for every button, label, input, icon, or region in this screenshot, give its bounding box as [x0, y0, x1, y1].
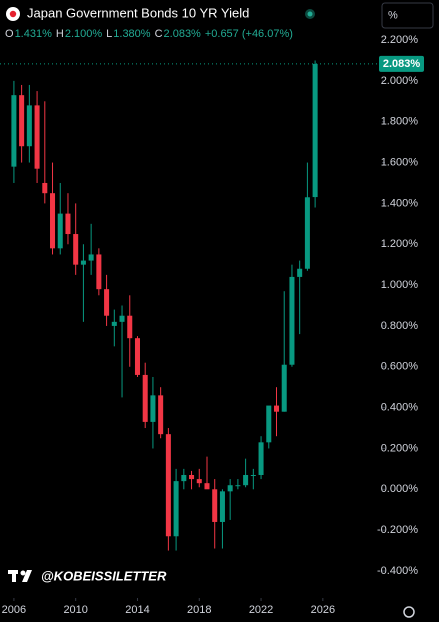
candle-body [57, 213, 63, 249]
candle-body [173, 481, 179, 537]
y-tick-label: -0.400% [377, 565, 418, 577]
flag-dot [9, 10, 17, 18]
y-tick-label: 1.600% [381, 156, 419, 168]
unit-button[interactable] [381, 2, 434, 29]
candle-body [96, 254, 102, 290]
ohlc-letter: H [56, 28, 64, 40]
candle-body [88, 254, 94, 261]
y-tick-label: 1.200% [381, 238, 419, 250]
candle-body [196, 479, 202, 484]
candle-body [42, 182, 48, 194]
ohlc-value: 2.083% [164, 28, 202, 40]
ohlc-value: 1.431% [15, 28, 53, 40]
candle-body [127, 315, 133, 339]
candle-body [11, 95, 17, 167]
change: +0.657 (+46.07%) [205, 28, 293, 40]
ohlc-letter: C [155, 28, 163, 40]
ohlc-letter: L [106, 28, 112, 40]
candle-body [243, 475, 249, 486]
ohlc-value: 2.100% [65, 28, 103, 40]
candle-body [26, 105, 32, 147]
candle-body [219, 491, 225, 522]
last-price-tag [379, 55, 424, 72]
ohlc-letter: O [5, 28, 14, 40]
settings-icon[interactable] [403, 606, 415, 618]
candle-body [189, 475, 195, 480]
candle-body [142, 374, 148, 422]
candle-body [266, 405, 272, 443]
y-tick-label: 2.200% [381, 34, 419, 46]
last-price-label: 2.083% [383, 58, 421, 70]
candle-body [104, 289, 110, 316]
ohlc-row: O 1.431% H 2.100% L 1.380% C 2.083% +0.657 (+46.… [5, 28, 293, 40]
candle-body [273, 405, 280, 412]
y-tick-label: 1.400% [381, 197, 419, 209]
y-tick-label: 0.800% [381, 320, 419, 332]
candle-body [212, 489, 218, 522]
candle-body [158, 395, 164, 435]
candle-body [312, 63, 318, 198]
x-tick-label: 2018 [187, 604, 211, 616]
watermark: @KOBEISSILETTER [41, 568, 167, 583]
chart-title: Japan Government Bonds 10 YR Yield [27, 5, 249, 20]
candle-body [65, 213, 71, 235]
x-tick-label: 2026 [311, 604, 335, 616]
tv-logo [8, 570, 32, 582]
candle-body [304, 197, 310, 269]
y-tick-label: 2.000% [381, 75, 419, 87]
unit-button-label[interactable]: % [388, 9, 398, 21]
y-tick-label: 0.000% [381, 483, 419, 495]
candle-body [119, 315, 125, 322]
y-tick-label: 1.000% [381, 279, 419, 291]
y-tick-label: 0.200% [381, 442, 419, 454]
candle-body [181, 475, 187, 482]
candle-body [165, 434, 171, 537]
y-tick-label: 0.600% [381, 361, 419, 373]
candle-body [258, 442, 264, 475]
candle-body [19, 95, 25, 147]
candle-body [250, 475, 256, 476]
x-tick-label: 2014 [125, 604, 149, 616]
x-tick-label: 2010 [63, 604, 87, 616]
candle-body [111, 321, 117, 326]
candle-body [34, 105, 40, 169]
candle-body [73, 234, 79, 265]
y-tick-label: 1.800% [381, 116, 419, 128]
candle-body [204, 483, 210, 490]
candle-body [80, 260, 86, 265]
y-tick-label: -0.200% [377, 524, 418, 536]
candle-body [297, 268, 303, 277]
status-dot [307, 11, 313, 17]
candle-body [281, 364, 287, 412]
x-tick-label: 2006 [2, 604, 26, 616]
candle-body [150, 395, 156, 422]
candle-body [227, 485, 233, 492]
candle-body [50, 193, 56, 249]
ohlc-value: 1.380% [113, 28, 151, 40]
y-tick-label: 0.400% [381, 402, 419, 414]
candle-body [134, 338, 140, 375]
candle-body [235, 485, 241, 487]
x-tick-label: 2022 [249, 604, 273, 616]
candle-body [289, 276, 295, 365]
